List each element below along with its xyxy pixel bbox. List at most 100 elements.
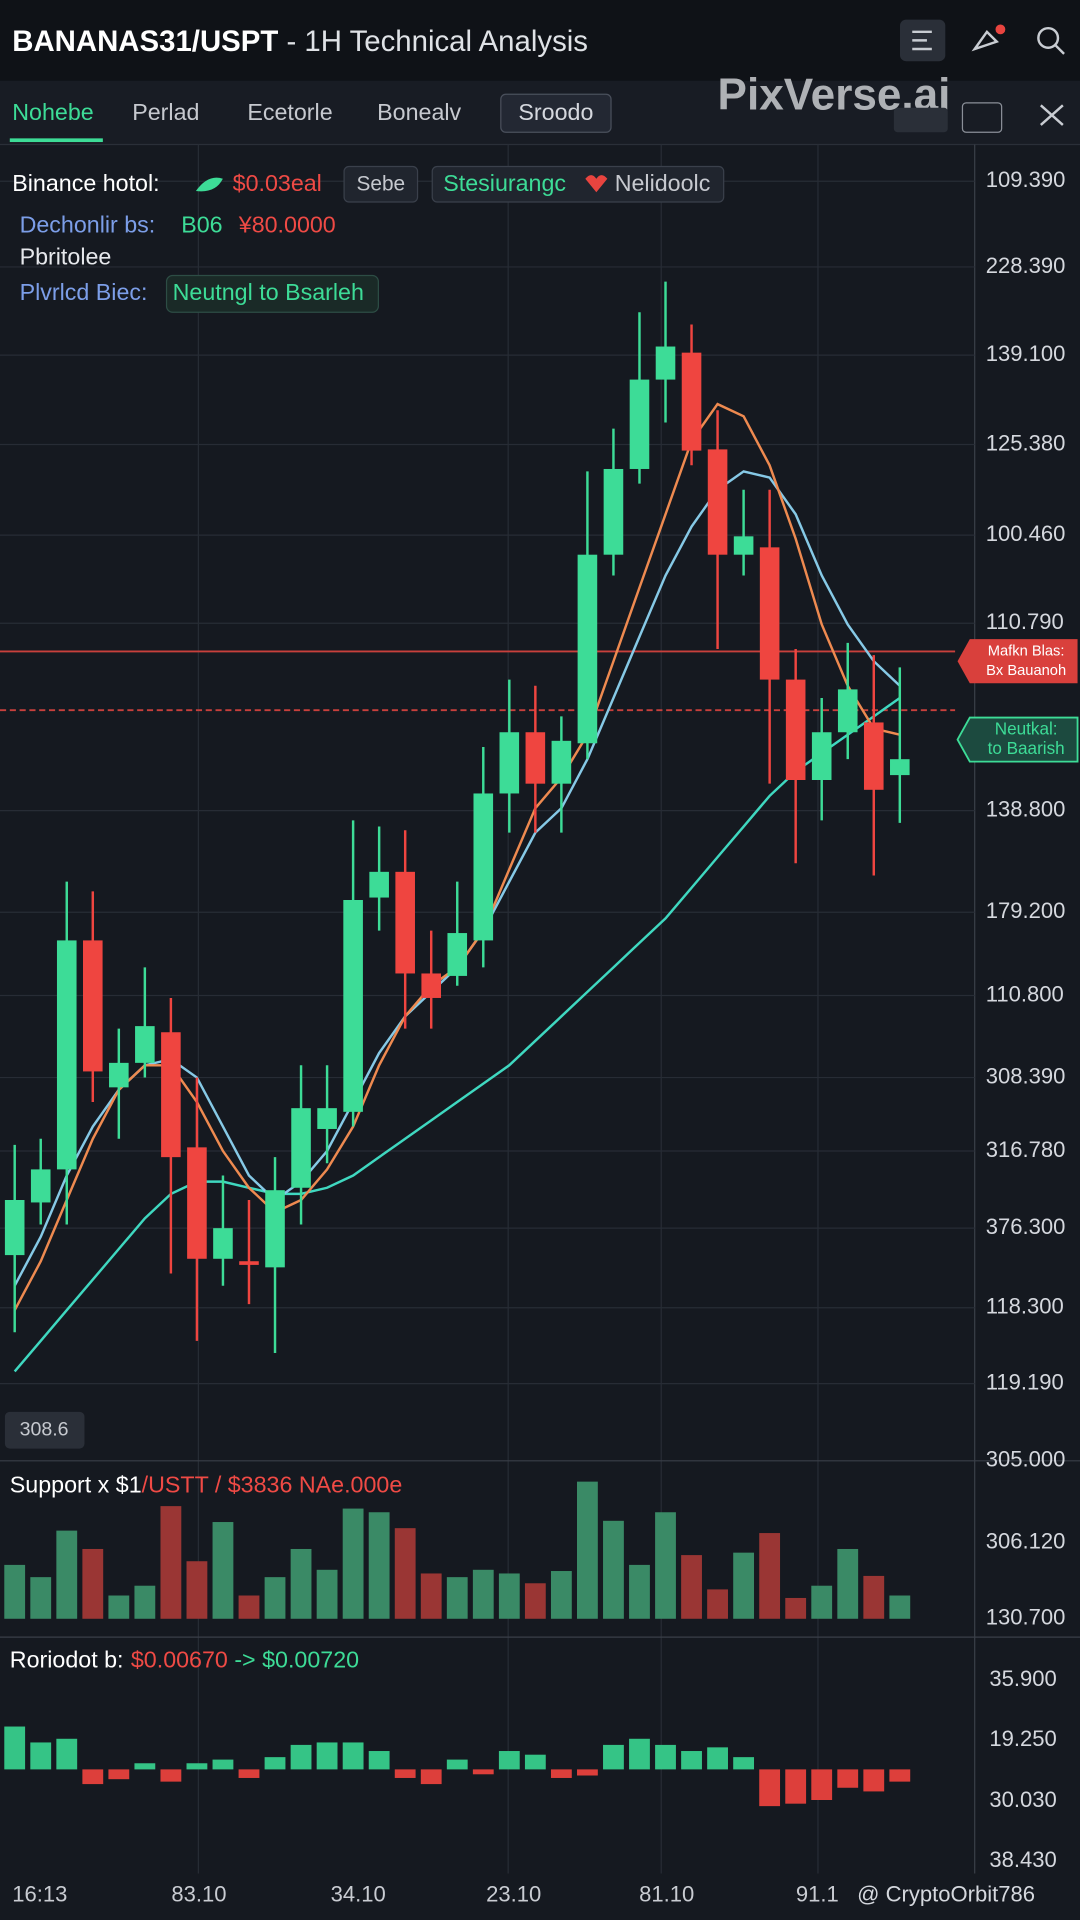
- info-value: ¥80.0000: [238, 212, 336, 238]
- search-icon[interactable]: [1037, 26, 1065, 55]
- time-label: 34.10: [331, 1881, 386, 1906]
- price-axis-label: 110.790: [986, 609, 1064, 634]
- volume-bar: [681, 1555, 702, 1619]
- lens: [1037, 26, 1060, 49]
- level-tag: [957, 639, 1078, 684]
- osc-bar: [785, 1769, 807, 1804]
- toolbar-icon[interactable]: [893, 107, 948, 133]
- candle-body: [291, 1108, 311, 1188]
- volume-bar: [264, 1577, 286, 1619]
- candle-body: [187, 1147, 207, 1259]
- candle-body: [733, 536, 754, 555]
- osc-bar: [368, 1751, 390, 1770]
- candle-body: [525, 732, 546, 784]
- volume-bar: [811, 1585, 833, 1619]
- toolbar-icon[interactable]: [1040, 104, 1064, 126]
- price-axis-label: 125.380: [986, 430, 1066, 455]
- pin: [971, 29, 1000, 52]
- tab[interactable]: Sroodo: [518, 99, 593, 125]
- candle-body: [707, 449, 728, 555]
- candle-body: [317, 1108, 337, 1129]
- candle-body: [82, 940, 103, 1072]
- osc-bar: [420, 1769, 442, 1785]
- osc-bar: [498, 1751, 520, 1770]
- volume-bar: [4, 1564, 26, 1619]
- tab[interactable]: Bonealv: [377, 99, 461, 125]
- osc-bar: [4, 1726, 26, 1770]
- oscillator-label: Roriodot b: $0.00670 -> $0.00720: [10, 1647, 359, 1673]
- price-axis-label: 139.100: [986, 341, 1066, 366]
- info-label: Plvrlcd Biec:: [20, 279, 148, 305]
- alert-icon[interactable]: [971, 24, 1006, 52]
- candle-body: [551, 740, 572, 784]
- osc-axis-label: 35.900: [989, 1666, 1056, 1691]
- pane-badge-box: [4, 1411, 85, 1449]
- osc-bar: [238, 1769, 260, 1778]
- candle-body: [265, 1190, 285, 1268]
- volume-bar: [186, 1561, 208, 1619]
- volume-bar: [134, 1585, 156, 1619]
- osc-bar: [82, 1769, 104, 1785]
- tab-box: [500, 93, 612, 133]
- candle-body: [681, 352, 702, 451]
- bias-value: Neutngl to Bsarleh: [173, 279, 364, 305]
- volume-bar: [629, 1564, 650, 1619]
- volume-bar: [290, 1548, 312, 1619]
- info-label: Pbritolee: [20, 244, 112, 270]
- candle-body: [499, 732, 520, 794]
- candle-body: [421, 973, 442, 998]
- volume-bar: [759, 1533, 781, 1619]
- volume-bar: [238, 1595, 260, 1619]
- osc-bar: [134, 1763, 156, 1770]
- osc-axis-label: 38.430: [989, 1847, 1056, 1872]
- osc-bar: [759, 1769, 781, 1807]
- volume-pane: [4, 1481, 911, 1619]
- candle-body: [473, 793, 494, 941]
- osc-bar: [446, 1759, 468, 1770]
- candle-body: [629, 379, 650, 469]
- volume-bar: [837, 1548, 859, 1619]
- info-box-text: Sebe: [357, 172, 406, 195]
- osc-bar: [655, 1744, 676, 1770]
- osc-bar: [342, 1742, 364, 1770]
- osc-bar: [160, 1769, 182, 1782]
- candle-body: [109, 1062, 129, 1088]
- handle: [1054, 44, 1065, 55]
- tab[interactable]: Ecetorle: [247, 99, 332, 125]
- tab-underline: [9, 138, 103, 143]
- alert-dot: [995, 24, 1006, 35]
- price-axis-label: 100.460: [986, 521, 1066, 546]
- info-price: $0.03eal: [233, 170, 322, 196]
- toolbar-icon[interactable]: [961, 102, 1003, 133]
- volume-axis-label: 305.000: [986, 1447, 1066, 1472]
- osc-bar: [212, 1759, 234, 1770]
- osc-bar: [837, 1769, 859, 1788]
- axes: 109.390 228.390 139.100 125.380 100.460 110.7…: [12, 167, 1065, 1906]
- price-axis-label: 376.300: [986, 1214, 1066, 1239]
- osc-bar: [108, 1769, 130, 1780]
- heart-icon: [585, 175, 608, 193]
- volume-bar: [655, 1512, 676, 1619]
- time-label: 23.10: [486, 1881, 541, 1906]
- volume-bar: [603, 1520, 624, 1619]
- tab[interactable]: Nohebe: [12, 99, 93, 125]
- level-tag-text: Bx Bauanoh: [986, 663, 1066, 679]
- volume-bar: [550, 1571, 572, 1619]
- osc-bar: [316, 1742, 338, 1770]
- candle-body: [135, 1026, 155, 1063]
- candle-body: [161, 1032, 181, 1158]
- info-box-text: Nelidoolc: [615, 170, 711, 196]
- volume-bar: [446, 1577, 468, 1619]
- candle-body: [811, 732, 832, 780]
- info-label: Binance hotol:: [12, 170, 159, 196]
- tab[interactable]: Perlad: [132, 99, 199, 125]
- price-axis-label: 119.190: [986, 1370, 1064, 1395]
- volume-bar: [889, 1595, 911, 1619]
- volume-bar: [472, 1569, 494, 1619]
- osc-bar: [290, 1744, 312, 1770]
- info-label: Dechonlir bs:: [20, 212, 156, 238]
- menu-icon[interactable]: [900, 19, 946, 62]
- time-label: 81.10: [639, 1881, 694, 1906]
